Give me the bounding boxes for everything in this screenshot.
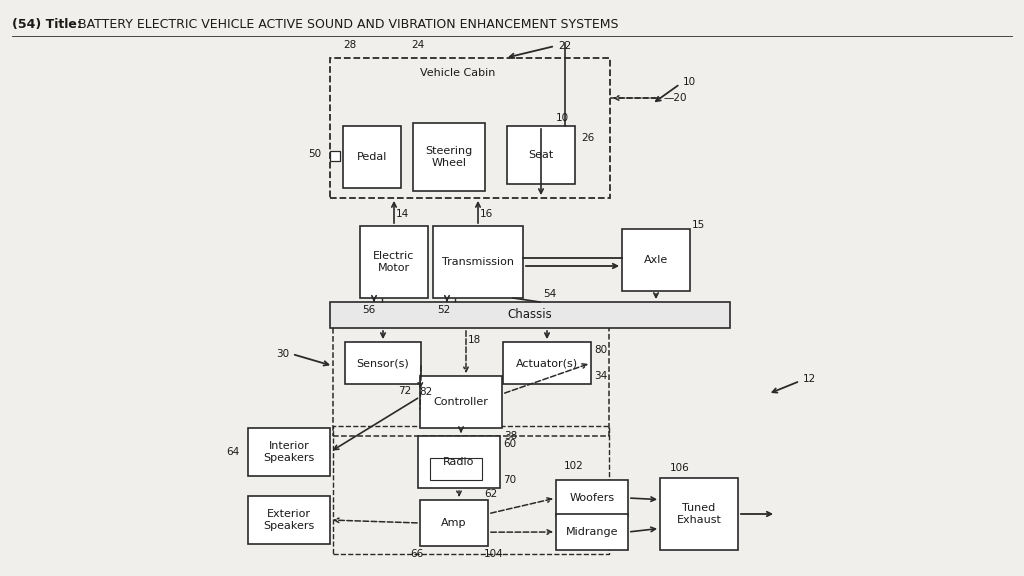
Text: Radio: Radio	[443, 457, 475, 467]
Text: 12: 12	[803, 374, 816, 384]
Bar	[556, 514, 628, 550]
Text: 106: 106	[670, 463, 690, 473]
Bar	[330, 302, 730, 328]
Bar	[420, 376, 502, 428]
Bar	[507, 126, 575, 184]
Bar	[343, 126, 401, 188]
Text: Sensor(s): Sensor(s)	[356, 358, 410, 368]
Text: Amp: Amp	[441, 518, 467, 528]
Text: 70: 70	[503, 475, 516, 485]
Text: 14: 14	[396, 209, 410, 219]
Text: Woofers: Woofers	[569, 493, 614, 503]
Bar	[333, 426, 609, 554]
Text: 38: 38	[504, 431, 517, 441]
Text: 54: 54	[543, 289, 556, 299]
Text: 26: 26	[581, 133, 594, 143]
Bar	[660, 478, 738, 550]
Text: 80: 80	[594, 345, 607, 355]
Bar	[330, 58, 610, 198]
Text: Electric
Motor: Electric Motor	[374, 251, 415, 273]
Text: 72: 72	[398, 386, 412, 396]
Text: 62: 62	[484, 489, 498, 499]
Text: Controller: Controller	[433, 397, 488, 407]
Bar	[330, 151, 340, 161]
Bar	[556, 480, 628, 516]
Text: Seat: Seat	[528, 150, 554, 160]
Text: 52: 52	[437, 305, 451, 315]
Bar	[248, 428, 330, 476]
Text: Axle: Axle	[644, 255, 668, 265]
Text: 10: 10	[683, 77, 696, 87]
Text: 15: 15	[692, 220, 706, 230]
Text: 18: 18	[468, 335, 481, 345]
Bar	[430, 458, 482, 480]
Text: Tuned
Exhaust: Tuned Exhaust	[677, 503, 722, 525]
Text: 64: 64	[226, 447, 240, 457]
Text: 82: 82	[419, 387, 432, 397]
Text: Transmission: Transmission	[442, 257, 514, 267]
Text: 16: 16	[480, 209, 494, 219]
Text: 34: 34	[594, 371, 607, 381]
Text: 60: 60	[503, 439, 516, 449]
Text: Chassis: Chassis	[508, 309, 552, 321]
Bar	[413, 123, 485, 191]
Text: Vehicle Cabin: Vehicle Cabin	[420, 68, 496, 78]
Bar	[333, 326, 609, 436]
Text: Exterior
Speakers: Exterior Speakers	[263, 509, 314, 531]
Text: Midrange: Midrange	[565, 527, 618, 537]
Text: 28: 28	[343, 40, 356, 50]
Bar	[248, 496, 330, 544]
Text: (54) Title:: (54) Title:	[12, 18, 82, 31]
Text: 56: 56	[362, 305, 375, 315]
Text: Steering
Wheel: Steering Wheel	[425, 146, 473, 168]
Bar	[420, 500, 488, 546]
Text: 22: 22	[558, 41, 571, 51]
Text: 10: 10	[556, 113, 569, 123]
Text: 66: 66	[410, 549, 423, 559]
Text: Actuator(s): Actuator(s)	[516, 358, 579, 368]
Bar	[433, 226, 523, 298]
Text: Pedal: Pedal	[356, 152, 387, 162]
Text: 104: 104	[484, 549, 504, 559]
Bar	[503, 342, 591, 384]
Text: BATTERY ELECTRIC VEHICLE ACTIVE SOUND AND VIBRATION ENHANCEMENT SYSTEMS: BATTERY ELECTRIC VEHICLE ACTIVE SOUND AN…	[74, 18, 618, 31]
Text: Interior
Speakers: Interior Speakers	[263, 441, 314, 463]
Text: —20: —20	[663, 93, 686, 103]
Text: 50: 50	[308, 149, 321, 159]
Text: 102: 102	[564, 461, 584, 471]
Text: 30: 30	[276, 349, 289, 359]
Bar	[418, 436, 500, 488]
Bar	[360, 226, 428, 298]
Bar	[345, 342, 421, 384]
Bar	[622, 229, 690, 291]
Text: 24: 24	[412, 40, 425, 50]
